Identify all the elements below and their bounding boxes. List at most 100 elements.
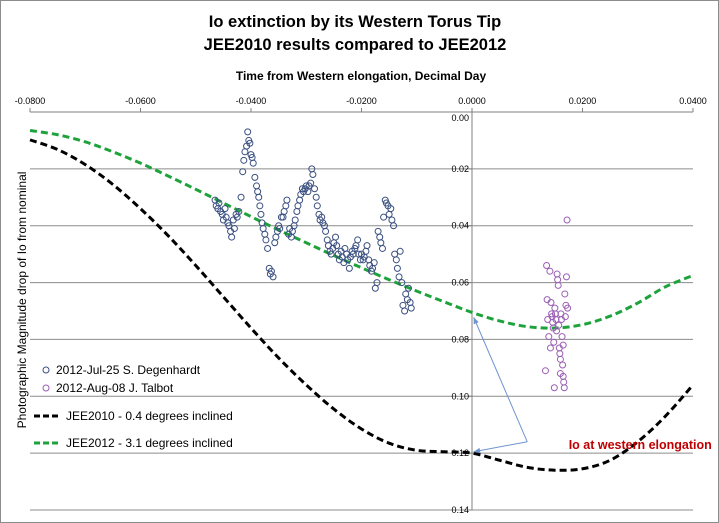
degenhardt-point [228, 233, 236, 241]
annotation-arrow [473, 317, 528, 442]
degenhardt-point [385, 210, 393, 218]
talbot-point [543, 262, 551, 270]
degenhardt-point [240, 156, 248, 164]
annotation-arrowhead [473, 317, 479, 325]
degenhardt-point [264, 244, 272, 252]
degenhardt-point [407, 304, 415, 312]
annotation-arrowhead [473, 447, 481, 454]
y-tick-label: 0.02 [451, 164, 469, 174]
x-tick-label: 0.0000 [458, 96, 486, 106]
degenhardt-point [322, 227, 330, 235]
degenhardt-point [271, 239, 279, 247]
degenhardt-point [398, 279, 406, 287]
talbot-point [556, 370, 564, 378]
legend-marker-talbot [42, 384, 50, 392]
talbot-point [550, 338, 558, 346]
degenhardt-point [393, 264, 401, 272]
degenhardt-point [333, 242, 341, 250]
y-tick-label: 0.10 [451, 391, 469, 401]
degenhardt-point [235, 208, 243, 215]
talbot-point [554, 276, 562, 284]
legend-marker-degenhardt [42, 366, 50, 374]
degenhardt-point [261, 230, 269, 238]
degenhardt-point [401, 307, 409, 315]
degenhardt-point [254, 188, 262, 196]
degenhardt-point [246, 139, 254, 147]
degenhardt-point [276, 225, 284, 233]
talbot-point [558, 333, 566, 341]
talbot-point [546, 267, 554, 275]
degenhardt-point [230, 225, 238, 233]
degenhardt-point [396, 247, 404, 255]
jee2010-curve [29, 138, 695, 472]
x-tick-label: 0.0200 [569, 96, 597, 106]
degenhardt-point [294, 202, 302, 210]
talbot-point [561, 313, 569, 321]
talbot-point [541, 367, 549, 375]
talbot-point [551, 304, 559, 312]
chart-subtitle: JEE2010 results compared to JEE2012 [204, 36, 507, 54]
x-tick-label: -0.0400 [236, 96, 267, 106]
degenhardt-point [370, 259, 378, 267]
degenhardt-point [272, 233, 280, 241]
degenhardt-point [392, 256, 400, 264]
degenhardt-point [313, 202, 321, 210]
y-tick-label: 0.14 [451, 505, 469, 515]
annotation-arrow [473, 441, 528, 453]
annotation-text: Io at western elongation [569, 438, 712, 452]
degenhardt-point [257, 210, 265, 218]
y-tick-label: 0.04 [451, 221, 469, 231]
talbot-point [553, 270, 561, 278]
legend-label-degenhardt: 2012-Jul-25 S. Degenhardt [56, 363, 201, 377]
talbot-point [554, 281, 562, 289]
talbot-point [548, 310, 556, 318]
y-tick-label: 0.00 [451, 113, 469, 123]
talbot-point [563, 216, 571, 224]
degenhardt-point [244, 128, 252, 136]
talbot-point [556, 355, 564, 363]
talbot-point [556, 350, 564, 358]
degenhardt-point [262, 236, 270, 244]
degenhardt-point [402, 290, 410, 298]
degenhardt-point [239, 168, 247, 176]
talbot-point [543, 296, 551, 304]
degenhardt-point [311, 185, 319, 193]
degenhardt-point [309, 171, 317, 179]
degenhardt-point [221, 205, 229, 213]
degenhardt-point [345, 264, 353, 272]
y-tick-label: 0.06 [451, 278, 469, 288]
degenhardt-point [404, 284, 412, 292]
degenhardt-point [237, 193, 245, 201]
degenhardt-point [256, 202, 264, 210]
degenhardt-point [251, 173, 259, 181]
chart-title: Io extinction by its Western Torus Tip [209, 13, 501, 31]
degenhardt-point [363, 242, 371, 250]
degenhardt-point [390, 222, 398, 230]
degenhardt-point [377, 239, 385, 247]
degenhardt-point [378, 244, 386, 252]
talbot-point [562, 273, 570, 281]
degenhardt-point [241, 148, 249, 156]
talbot-point [559, 341, 567, 349]
legend-label-jee2010: JEE2010 - 0.4 degrees inclined [66, 409, 233, 423]
degenhardt-point [215, 199, 223, 207]
degenhardt-point [388, 216, 396, 224]
legend-label-talbot: 2012-Aug-08 J. Talbot [56, 381, 174, 395]
degenhardt-point [283, 196, 291, 204]
talbot-point [559, 361, 567, 369]
degenhardt-point [312, 193, 320, 201]
degenhardt-point [387, 205, 395, 213]
degenhardt-point [259, 225, 267, 233]
degenhardt-point [282, 202, 290, 210]
degenhardt-point [293, 208, 301, 215]
degenhardt-point [380, 213, 388, 221]
x-axis-label: Time from Western elongation, Decimal Da… [236, 69, 487, 83]
degenhardt-point [249, 159, 257, 167]
degenhardt-point [253, 182, 261, 190]
degenhardt-point [280, 208, 288, 215]
degenhardt-point [255, 193, 263, 201]
degenhardt-point [362, 247, 370, 255]
x-tick-label: -0.0800 [15, 96, 46, 106]
talbot-point [546, 344, 554, 352]
